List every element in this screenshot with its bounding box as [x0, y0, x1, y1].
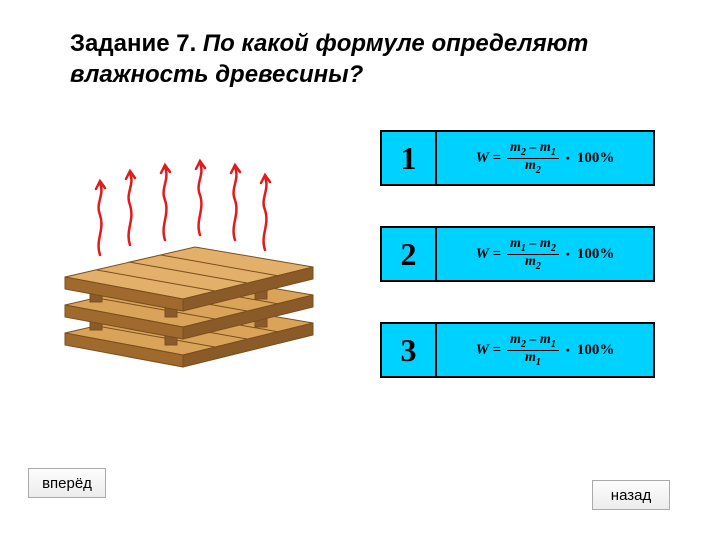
option-3[interactable]: 3 W = m2 – m1 m1 · 100% [380, 322, 655, 378]
option-3-formula: W = m2 – m1 m1 · 100% [437, 324, 653, 376]
option-1-number: 1 [382, 132, 437, 184]
forward-button[interactable]: вперёд [28, 468, 106, 498]
option-2[interactable]: 2 W = m1 – m2 m2 · 100% [380, 226, 655, 282]
option-1-formula: W = m2 – m1 m2 · 100% [437, 132, 653, 184]
option-1[interactable]: 1 W = m2 – m1 m2 · 100% [380, 130, 655, 186]
back-label: назад [611, 487, 651, 504]
task-title: Задание 7. По какой формуле определяют в… [70, 28, 630, 90]
wood-drying-illustration [45, 145, 325, 375]
task-number: Задание 7. [70, 30, 196, 57]
option-2-number: 2 [382, 228, 437, 280]
option-2-formula: W = m1 – m2 m2 · 100% [437, 228, 653, 280]
option-3-number: 3 [382, 324, 437, 376]
back-button[interactable]: назад [592, 480, 670, 510]
forward-label: вперёд [42, 475, 92, 492]
